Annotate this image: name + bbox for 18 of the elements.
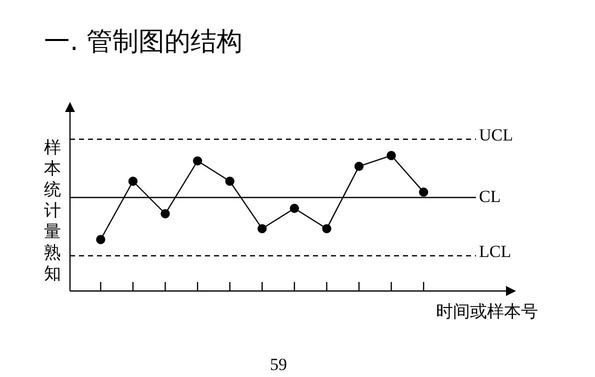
point bbox=[354, 162, 364, 171]
y-axis-title: 样本统计量熟知 bbox=[44, 138, 62, 285]
point bbox=[225, 176, 234, 186]
chart-title: 一. 管制图的结构 bbox=[44, 26, 243, 59]
point bbox=[192, 156, 202, 166]
point bbox=[386, 150, 396, 160]
point bbox=[322, 224, 332, 234]
point bbox=[418, 187, 428, 197]
point bbox=[290, 204, 300, 213]
ref-line-label: CL bbox=[479, 186, 501, 206]
ref-line-label: LCL bbox=[479, 242, 512, 262]
point bbox=[96, 234, 106, 244]
x-axis-title: 时间或样本号 bbox=[436, 301, 538, 323]
point bbox=[258, 224, 267, 234]
point bbox=[160, 209, 170, 218]
ref-line-label: UCL bbox=[479, 126, 513, 145]
text: 59 bbox=[270, 355, 287, 375]
point bbox=[128, 176, 138, 186]
